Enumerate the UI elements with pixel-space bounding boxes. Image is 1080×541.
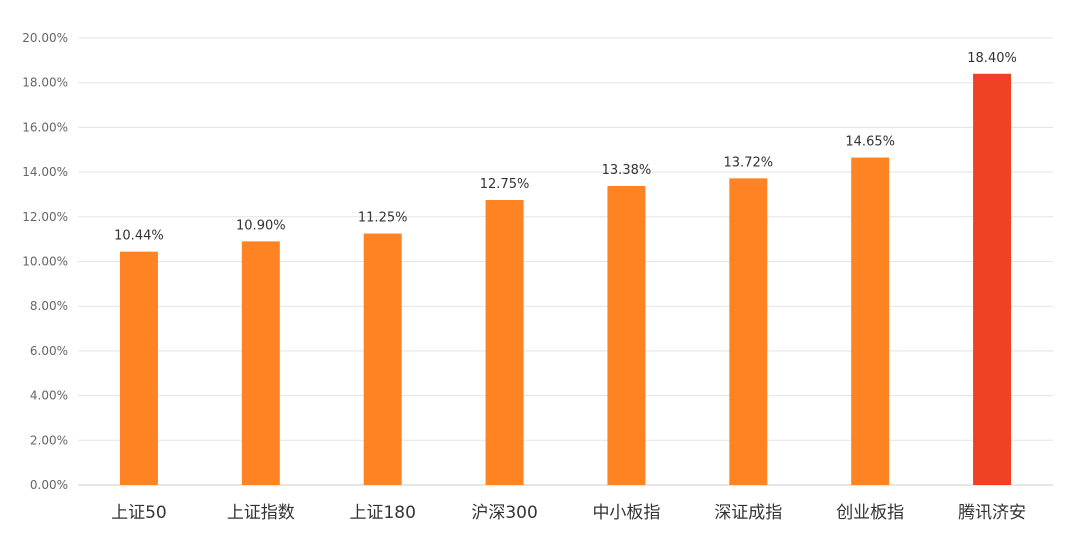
y-tick-label: 16.00% bbox=[22, 120, 68, 134]
bar bbox=[485, 200, 524, 485]
y-tick-label: 6.00% bbox=[30, 344, 68, 358]
category-label: 深证成指 bbox=[714, 503, 782, 523]
category-label: 腾讯济安 bbox=[958, 503, 1026, 523]
y-tick-label: 12.00% bbox=[22, 210, 68, 224]
data-label: 14.65% bbox=[845, 135, 895, 150]
data-label: 13.38% bbox=[602, 163, 652, 178]
data-label: 10.44% bbox=[114, 229, 164, 244]
bar bbox=[119, 251, 158, 485]
y-tick-label: 10.00% bbox=[22, 255, 68, 269]
y-tick-label: 8.00% bbox=[30, 299, 68, 313]
y-tick-label: 2.00% bbox=[30, 433, 68, 447]
category-label: 上证指数 bbox=[227, 503, 295, 523]
bar bbox=[607, 185, 646, 485]
data-label: 11.25% bbox=[358, 211, 408, 226]
y-tick-label: 4.00% bbox=[30, 389, 68, 403]
bar bbox=[851, 157, 890, 485]
gridlines bbox=[78, 37, 1053, 486]
category-label: 上证180 bbox=[349, 503, 415, 523]
data-label: 18.40% bbox=[967, 51, 1017, 66]
y-tick-label: 18.00% bbox=[22, 76, 68, 90]
y-tick-label: 20.00% bbox=[22, 31, 68, 45]
category-label: 中小板指 bbox=[592, 503, 660, 523]
category-label: 沪深300 bbox=[471, 503, 537, 523]
bar bbox=[729, 178, 768, 485]
data-label: 12.75% bbox=[480, 177, 530, 192]
x-axis-category-labels: 上证50 上证指数 上证180 沪深300 中小板指 深证成指 创业板指 腾讯济安 bbox=[111, 503, 1026, 523]
data-label: 10.90% bbox=[236, 218, 286, 233]
category-label: 创业板指 bbox=[836, 503, 904, 523]
y-axis-tick-labels: 0.00% 2.00% 4.00% 6.00% 8.00% 10.00% 12.00% 14.… bbox=[22, 31, 68, 492]
bar bbox=[973, 73, 1012, 485]
y-tick-label: 0.00% bbox=[30, 478, 68, 492]
data-labels: 10.44% 10.90% 11.25% 12.75% 13.38% 13.72% 14.6… bbox=[114, 51, 1017, 244]
bars bbox=[119, 73, 1012, 485]
category-label: 上证50 bbox=[111, 503, 167, 523]
data-label: 13.72% bbox=[724, 155, 774, 170]
bar bbox=[363, 233, 402, 485]
y-tick-label: 14.00% bbox=[22, 165, 68, 179]
bar bbox=[241, 241, 280, 485]
